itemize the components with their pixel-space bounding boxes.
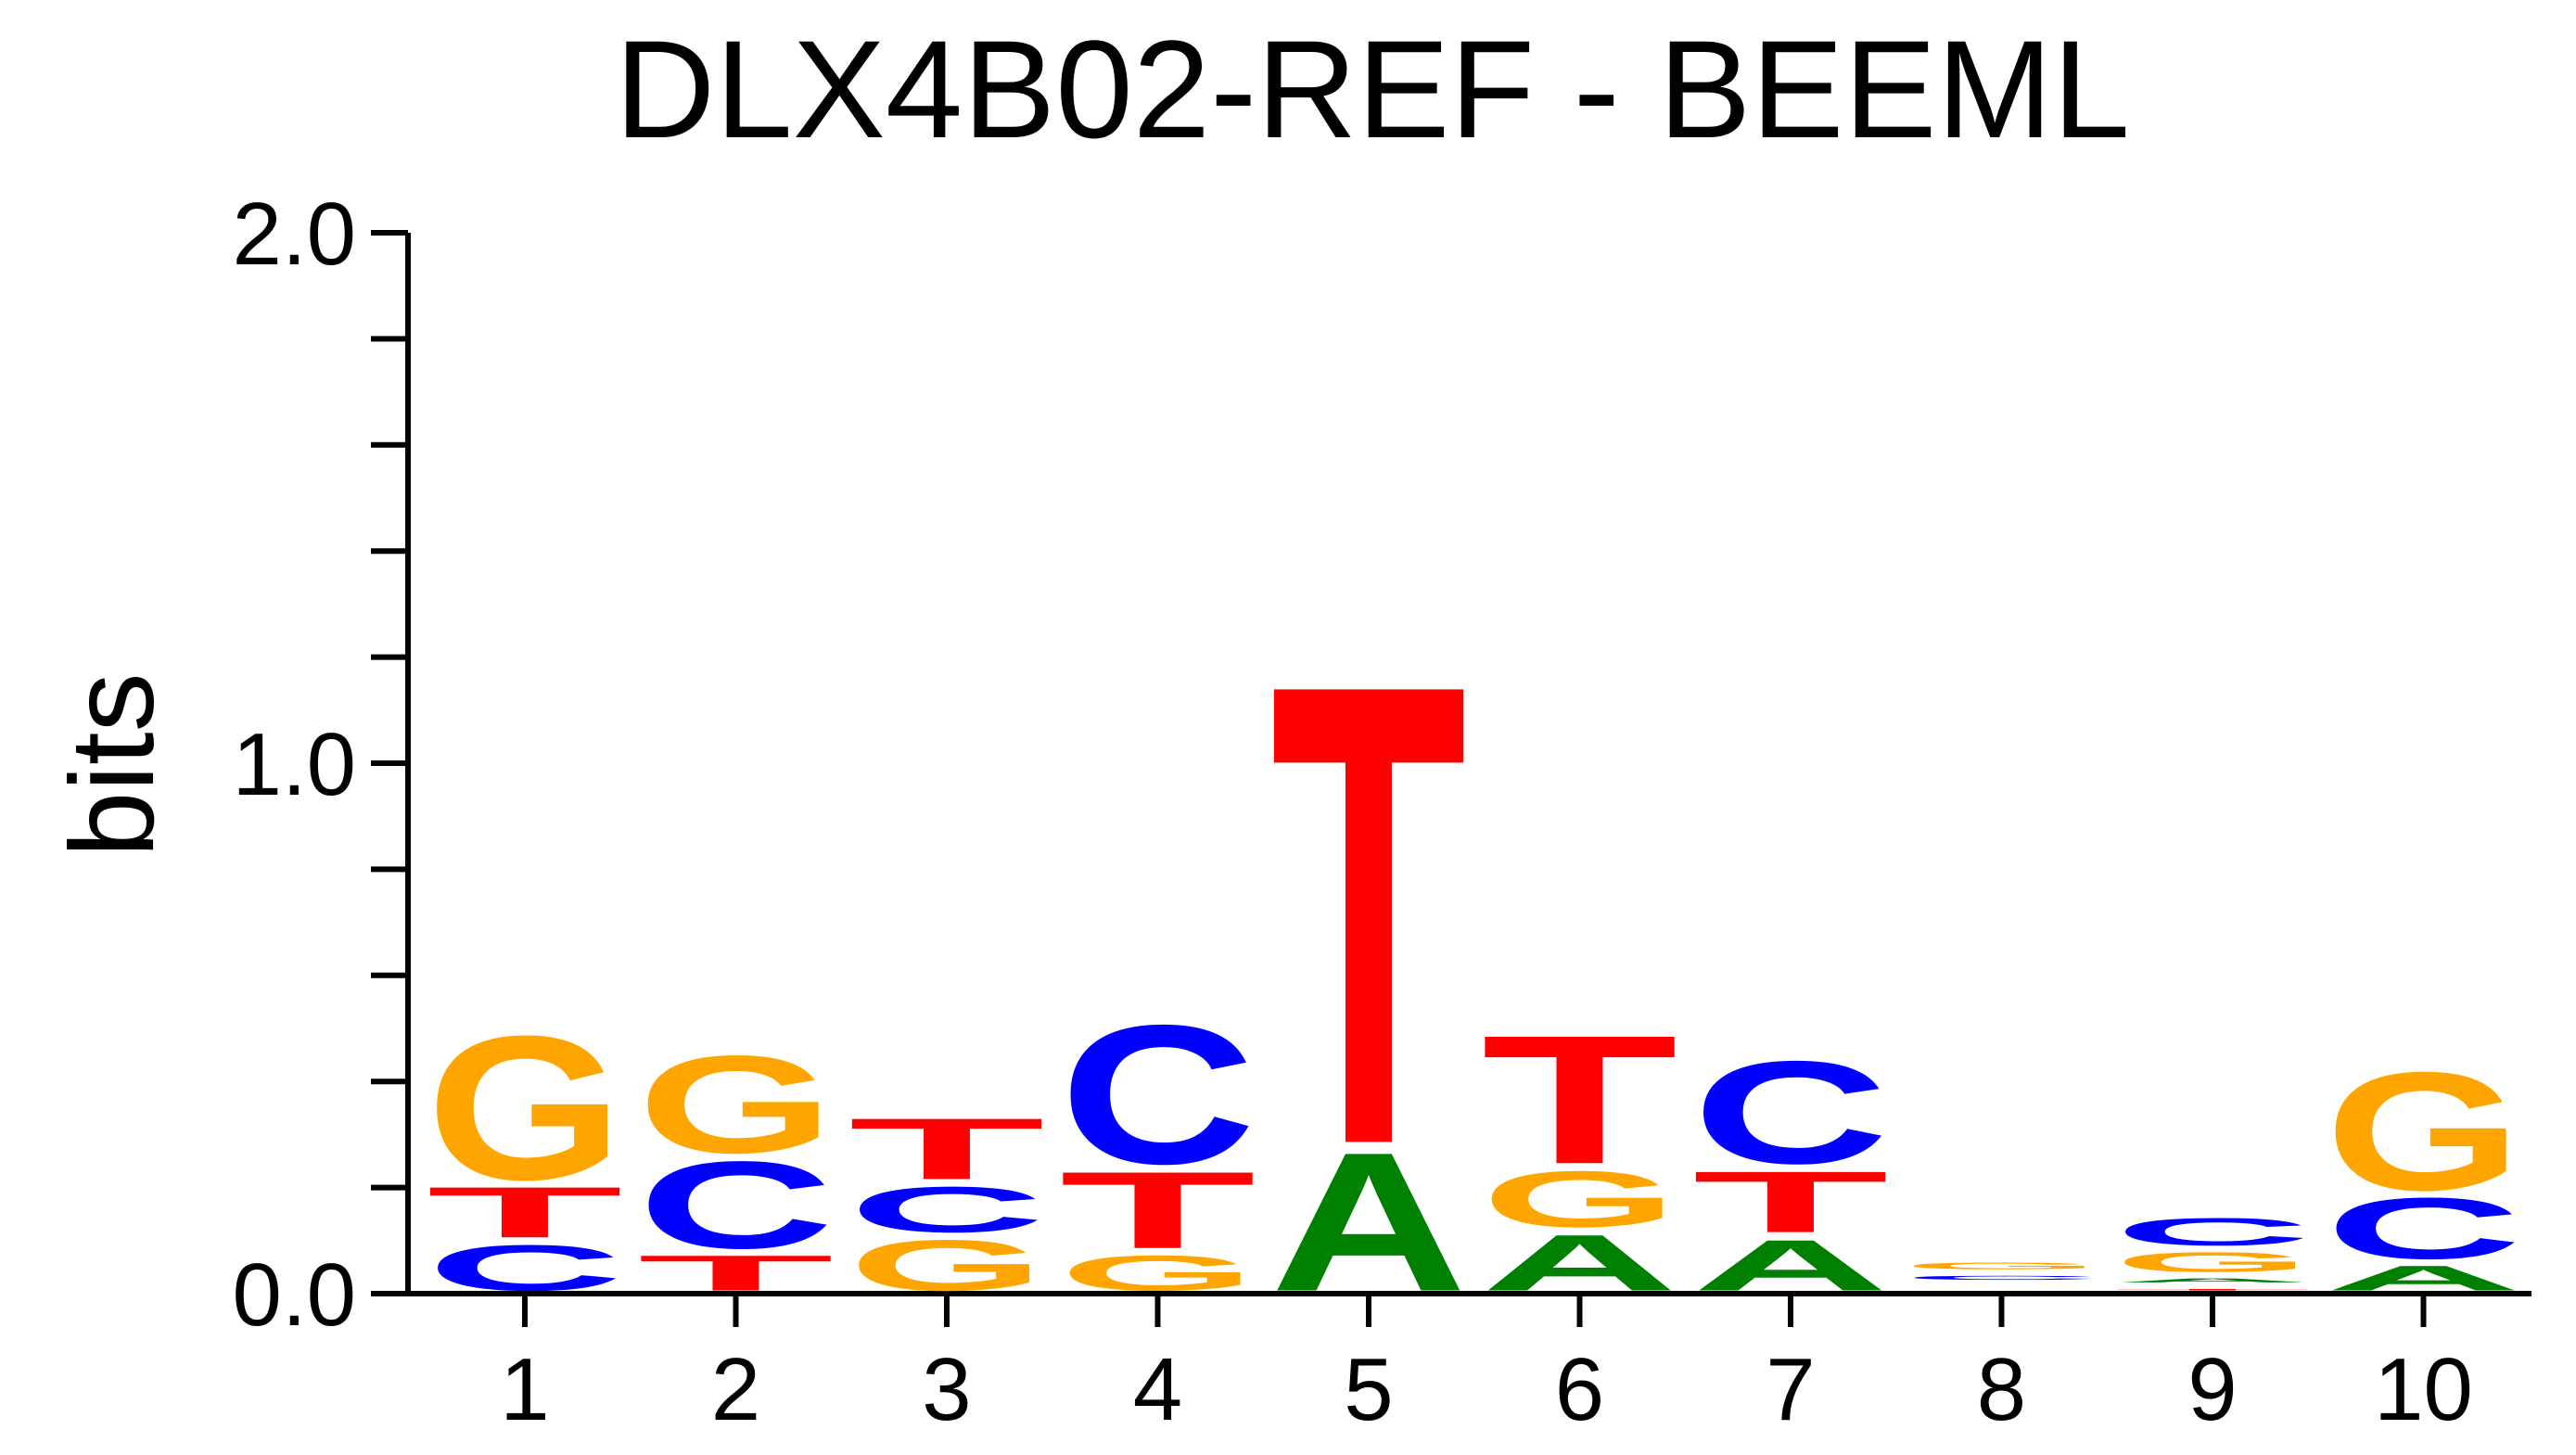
logo-letter-G: G	[638, 1027, 835, 1182]
logo-letter-T: T	[638, 1244, 835, 1301]
logo-letter-A: A	[2326, 1258, 2522, 1297]
y-axis-label: bits	[46, 672, 179, 857]
logo-letter-C: C	[1060, 984, 1256, 1206]
logo-letter-C: C	[2114, 1210, 2311, 1254]
logo-letter-C: C	[2326, 1181, 2522, 1278]
x-tick-label: 5	[1344, 1340, 1393, 1439]
x-tick-label: 7	[1766, 1340, 1815, 1439]
x-tick-label: 4	[1133, 1340, 1182, 1439]
logo-letter-G: G	[1904, 1260, 2100, 1270]
logo-letter-T: T	[1482, 997, 1678, 1202]
logo-letter-A: A	[2114, 1277, 2311, 1283]
x-tick-label: 8	[1977, 1340, 2026, 1439]
logo-letter-C: C	[1692, 1030, 1889, 1193]
logo-letter-T: T	[1270, 548, 1467, 1282]
x-tick-label: 9	[2187, 1340, 2237, 1439]
logo-letter-C: C	[638, 1136, 835, 1275]
logo-letter-C: C	[1904, 1274, 2100, 1281]
logo-letter-T: T	[427, 1172, 623, 1253]
logo-letter-T: T	[1692, 1153, 1889, 1250]
logo-letter-T: T	[848, 1100, 1045, 1197]
x-tick-label: 3	[922, 1340, 971, 1439]
logo-letter-G: G	[1060, 1244, 1256, 1301]
logo-letter-G: G	[2326, 1038, 2522, 1226]
logo-letter-G: G	[848, 1225, 1045, 1306]
logo-letter-T: T	[2114, 1289, 2311, 1291]
y-tick-label: 2.0	[233, 185, 356, 284]
logo-letter-A: A	[1692, 1225, 1889, 1306]
y-tick-label: 1.0	[233, 715, 356, 814]
x-tick-label: 6	[1555, 1340, 1604, 1439]
logo-letter-A: A	[1482, 1218, 1678, 1307]
logo-letter-G: G	[427, 992, 623, 1222]
x-tick-label: 10	[2374, 1340, 2473, 1439]
logo-letter-C: C	[848, 1174, 1045, 1246]
logo-letter-A: A	[1270, 1111, 1467, 1333]
logo-letter-C: C	[427, 1232, 623, 1304]
logo-letter-G: G	[2114, 1246, 2311, 1278]
x-tick-label: 2	[711, 1340, 760, 1439]
logo-letter-T: T	[1060, 1149, 1256, 1271]
logo-letter-G: G	[1482, 1155, 1678, 1244]
chart-title: DLX4B02-REF - BEEML	[615, 11, 2130, 167]
axes: 0.0 1.0 2.0 1 2 3 4 5 6 7 8 9 10	[233, 185, 2531, 1439]
y-tick-label: 0.0	[233, 1245, 356, 1345]
x-tick-label: 1	[500, 1340, 549, 1439]
